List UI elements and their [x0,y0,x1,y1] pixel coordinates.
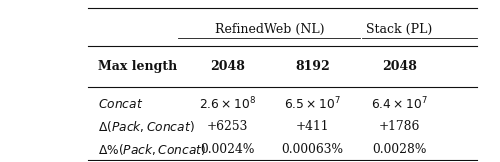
Text: $6.5 \times 10^7$: $6.5 \times 10^7$ [284,96,341,113]
Text: 0.00063%: 0.00063% [282,143,344,156]
Text: Max length: Max length [98,60,177,73]
Text: 0.0028%: 0.0028% [372,143,427,156]
Text: Stack (PL): Stack (PL) [366,23,432,36]
Text: 8192: 8192 [295,60,330,73]
Text: +411: +411 [296,120,329,133]
Text: 0.0024%: 0.0024% [200,143,255,156]
Text: $\Delta\%(\mathit{Pack},\mathit{Concat})$: $\Delta\%(\mathit{Pack},\mathit{Concat})… [98,142,206,157]
Text: RefinedWeb (NL): RefinedWeb (NL) [215,23,324,36]
Text: 2048: 2048 [382,60,417,73]
Text: $6.4 \times 10^7$: $6.4 \times 10^7$ [371,96,428,113]
Text: +6253: +6253 [207,120,248,133]
Text: $\mathit{Concat}$: $\mathit{Concat}$ [98,98,143,111]
Text: +1786: +1786 [379,120,420,133]
Text: $\Delta(\mathit{Pack},\mathit{Concat})$: $\Delta(\mathit{Pack},\mathit{Concat})$ [98,119,194,134]
Text: 2048: 2048 [210,60,245,73]
Text: $2.6 \times 10^8$: $2.6 \times 10^8$ [199,96,256,113]
